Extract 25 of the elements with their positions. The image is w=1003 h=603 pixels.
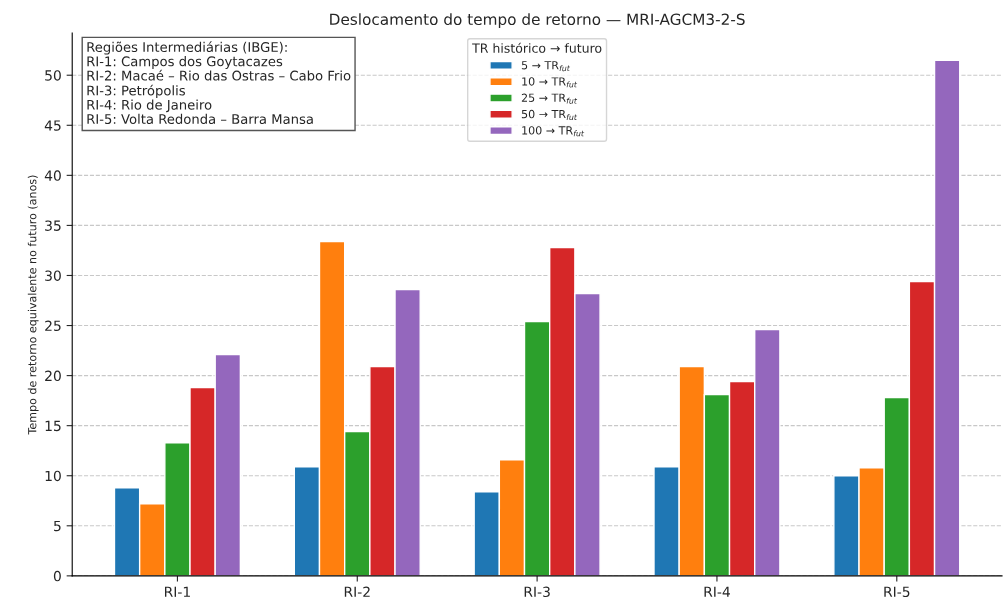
y-tick-label: 15: [45, 420, 61, 432]
y-axis-title: Tempo de retorno equivalente no futuro (anos): [27, 175, 39, 435]
legend-label: 25 → TR$_{fut}$: [521, 93, 578, 104]
y-tick-label: 10: [45, 470, 61, 482]
legend-label: 5 → TR$_{fut}$: [521, 61, 571, 72]
y-tick-label: 50: [45, 70, 61, 81]
y-tick-label: 20: [45, 370, 61, 382]
y-tick-label: 45: [44, 120, 61, 131]
x-tick-label: RI-5: [884, 586, 910, 598]
legend-label: 10 → TR$_{fut}$: [522, 77, 578, 88]
legend-label: 50 → TR$_{fut}$: [521, 109, 578, 121]
y-tick-label: 35: [45, 220, 61, 231]
y-tick-label: 25: [45, 320, 61, 332]
chart-title: Deslocamento do tempo de retorno — MRI-AGCM3-2-S: [330, 13, 745, 29]
legend-title: TR histórico → futuro: [472, 42, 602, 53]
y-tick-label: 30: [45, 270, 61, 281]
y-tick-label: 5: [54, 520, 61, 532]
annotation: Regiões Intermediárias (IBGE): RI-1: Campos dos Goytacazes RI-2: Macaé – Rio das Ostras – Cabo Frio RI-3: Petrópolis RI-4: Rio de Janeiro RI-5: Volta Redonda – Barra Mansa: [87, 41, 351, 125]
y-tick-label: 0: [53, 570, 61, 582]
x-tick-label: RI-4: [704, 586, 730, 597]
legend-label: 100 → TR$_{fut}$: [522, 126, 585, 137]
x-tick-label: RI-3: [524, 586, 550, 598]
x-tick-label: RI-1: [164, 586, 190, 597]
x-tick-label: RI-2: [344, 586, 370, 597]
y-tick-label: 40: [44, 170, 61, 181]
